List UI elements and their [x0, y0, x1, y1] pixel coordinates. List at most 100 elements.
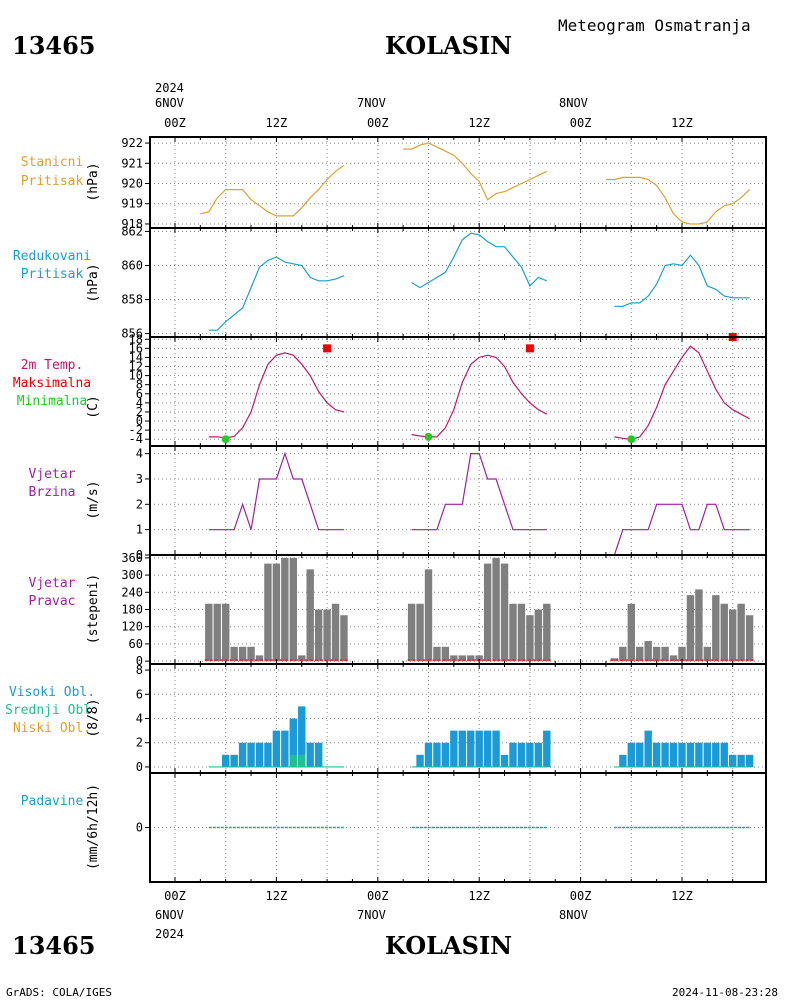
panel-unit: (hPa) — [86, 263, 101, 302]
panel-reduced_pressure: 856 858 860 862 Redukovani Pritisak (hPa) — [13, 224, 767, 341]
station-id-top: 13465 — [12, 31, 96, 60]
hour-label-bottom: 00Z — [367, 889, 389, 903]
cloud-high-bar — [627, 742, 635, 767]
cloud-high-bar — [669, 742, 678, 767]
day-label-top-7nov: 7NOV — [357, 96, 386, 110]
wind-dir-bar — [720, 603, 728, 662]
panel-label: Redukovani — [13, 249, 91, 264]
panel-cloud_cover: 0 2 4 6 8 Visoki Obl. Srednji Obl. Niski Obl.(8… — [5, 663, 767, 774]
wind-dir-bar — [619, 646, 627, 662]
series-line-station_pressure — [200, 164, 345, 217]
y-tick-label: 0 — [136, 548, 143, 562]
y-tick-label: 858 — [121, 293, 143, 307]
series-line-wind_speed — [208, 451, 344, 531]
panel-label: Srednji Obl. — [5, 703, 99, 718]
series-line-reduced_pressure — [411, 232, 548, 289]
wind-dir-bar — [678, 646, 686, 662]
panel-label: Brzina — [29, 485, 76, 500]
hour-label-bottom: 00Z — [570, 889, 592, 903]
cloud-high-bar — [450, 730, 458, 767]
panel-label: Visoki Obl. — [9, 685, 95, 700]
panel-label: Minimalna — [17, 394, 87, 409]
wind-dir-bar — [222, 603, 230, 662]
y-tick-label: 120 — [121, 620, 143, 634]
cloud-high-bar — [737, 754, 745, 767]
y-tick-label: 180 — [121, 603, 143, 617]
y-tick-label: 922 — [121, 136, 143, 150]
cloud-high-bar — [695, 742, 703, 767]
wind-dir-bar — [441, 646, 450, 662]
y-tick-label: 0 — [136, 760, 143, 774]
panel-frame — [149, 445, 767, 556]
panel-label: 2m Temp. — [21, 358, 84, 373]
cloud-high-bar — [729, 754, 737, 767]
wind-dir-bar — [627, 603, 635, 662]
wind-dir-bar — [500, 563, 509, 662]
product-title: Meteogram Osmatranja — [558, 16, 751, 35]
series-line-wind_speed — [411, 453, 547, 531]
wind-dir-bar — [298, 655, 306, 662]
wind-dir-bar — [331, 603, 340, 662]
series-line-reduced_pressure — [614, 254, 750, 307]
series-line-temperature_2m — [614, 345, 750, 440]
wind-dir-bar — [644, 641, 652, 662]
panel-label: Vjetar — [29, 467, 76, 482]
y-tick-label: 0 — [136, 414, 143, 428]
year-label-bottom: 2024 — [155, 927, 184, 941]
wind-dir-bar — [340, 615, 348, 662]
panel-wind_speed: 0 1 2 3 4 Vjetar Brzina (m/s) — [29, 445, 767, 562]
wind-dir-bar — [729, 609, 737, 662]
cloud-high-bar — [458, 730, 466, 767]
day-label-bottom-7nov: 7NOV — [357, 908, 386, 922]
tmin-marker — [221, 435, 230, 444]
y-tick-label: 2 — [136, 497, 143, 511]
cloud-high-bar — [272, 730, 281, 767]
y-tick-label: 10 — [129, 369, 143, 383]
wind-dir-bar — [483, 563, 492, 662]
cloud-high-bar — [661, 742, 669, 767]
wind-dir-bar — [238, 646, 247, 662]
wind-dir-bar — [407, 603, 416, 662]
panel-label: Maksimalna — [13, 376, 91, 391]
series-line-station_pressure — [606, 176, 751, 225]
y-tick-label: 8 — [136, 378, 143, 392]
station-id-bottom: 13465 — [12, 931, 96, 960]
tmax-marker — [323, 344, 332, 353]
station-name-top: KOLASIN — [385, 31, 512, 60]
hour-label-top: 00Z — [164, 116, 186, 130]
cloud-high-bar — [652, 742, 661, 767]
panel-label: Vjetar — [29, 576, 76, 591]
hour-label-top: 12Z — [671, 116, 693, 130]
panel-unit: (C) — [86, 395, 101, 418]
panel-frame — [149, 227, 767, 338]
panel-frame — [149, 772, 767, 883]
y-tick-label: 4 — [136, 447, 143, 461]
y-tick-label: 360 — [121, 551, 143, 565]
wind-dir-bar — [610, 658, 619, 662]
y-tick-label: 300 — [121, 568, 143, 582]
panel-label: Pritisak — [21, 174, 84, 189]
panel-station_pressure: 918 919 920 921 922 Stanicni Pritisak (hPa) — [21, 136, 767, 231]
cloud-high-bar — [678, 742, 686, 767]
panel-unit: (hPa) — [86, 162, 101, 201]
y-tick-label: 4 — [136, 396, 143, 410]
panel-wind_direction: 0 60 120 180 240 300 360 Vjetar Pravac (stepeni) — [29, 551, 767, 668]
y-tick-label: 2 — [136, 736, 143, 750]
cloud-high-bar — [230, 754, 238, 767]
y-tick-label: 6 — [136, 687, 143, 701]
timestamp-label: 2024-11-08-23:28 — [672, 986, 778, 999]
wind-dir-bar — [213, 603, 221, 662]
wind-dir-bar — [467, 655, 475, 662]
y-tick-label: 3 — [136, 472, 143, 486]
panel-label: Padavine — [21, 794, 84, 809]
cloud-high-bar — [222, 754, 230, 767]
hour-label-top: 12Z — [266, 116, 288, 130]
year-label-top: 2024 — [155, 81, 184, 95]
hour-label-bottom: 12Z — [671, 889, 693, 903]
cloud-high-bar — [720, 742, 728, 767]
panel-unit: (stepeni) — [86, 574, 101, 644]
cloud-high-bar — [416, 754, 424, 767]
wind-dir-bar — [661, 646, 669, 662]
y-tick-label: 12 — [129, 360, 143, 374]
